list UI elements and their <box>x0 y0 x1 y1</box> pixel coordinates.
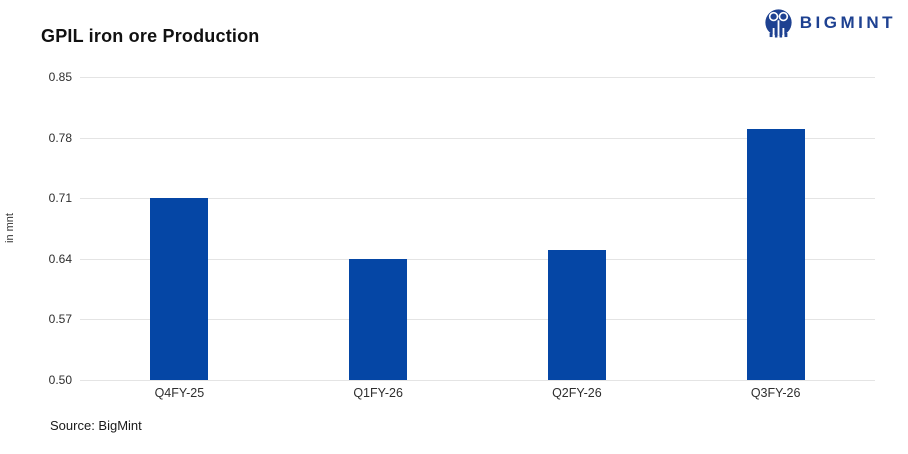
gridline <box>80 137 875 139</box>
gridline <box>80 198 875 200</box>
bar-q4fy-25 <box>150 198 209 380</box>
x-tick-label: Q1FY-26 <box>353 386 403 400</box>
y-tick-label: 0.64 <box>48 251 72 266</box>
bar-q2fy-26 <box>547 250 606 380</box>
source-note: Source: BigMint <box>50 418 142 433</box>
y-tick-label: 0.50 <box>48 373 72 387</box>
bar-q1fy-26 <box>349 258 408 380</box>
y-tick-label: 0.85 <box>48 70 72 84</box>
x-tick-label: Q3FY-26 <box>750 386 801 400</box>
gridline <box>80 319 875 321</box>
x-tick-label: Q4FY-25 <box>154 386 205 400</box>
bar-q3fy-26 <box>746 128 805 380</box>
plot-area <box>80 77 875 381</box>
y-tick-label: 0.57 <box>48 312 72 327</box>
gridline <box>80 380 875 381</box>
y-axis-labels: 0.85 0.78 0.71 0.64 0.57 0.50 <box>0 70 72 387</box>
x-axis-labels: Q4FY-25 Q1FY-26 Q2FY-26 Q3FY-26 <box>80 386 875 402</box>
gridline <box>80 258 875 260</box>
bigmint-people-icon <box>764 8 793 38</box>
x-tick-label: Q2FY-26 <box>552 386 602 400</box>
y-tick-label: 0.71 <box>48 191 72 206</box>
bigmint-logo-text: BIGMINT <box>799 13 896 32</box>
gridline <box>80 77 875 78</box>
y-tick-label: 0.78 <box>48 130 72 145</box>
bigmint-logo: BIGMINT <box>764 8 896 38</box>
page-title: GPIL iron ore Production <box>41 26 260 46</box>
